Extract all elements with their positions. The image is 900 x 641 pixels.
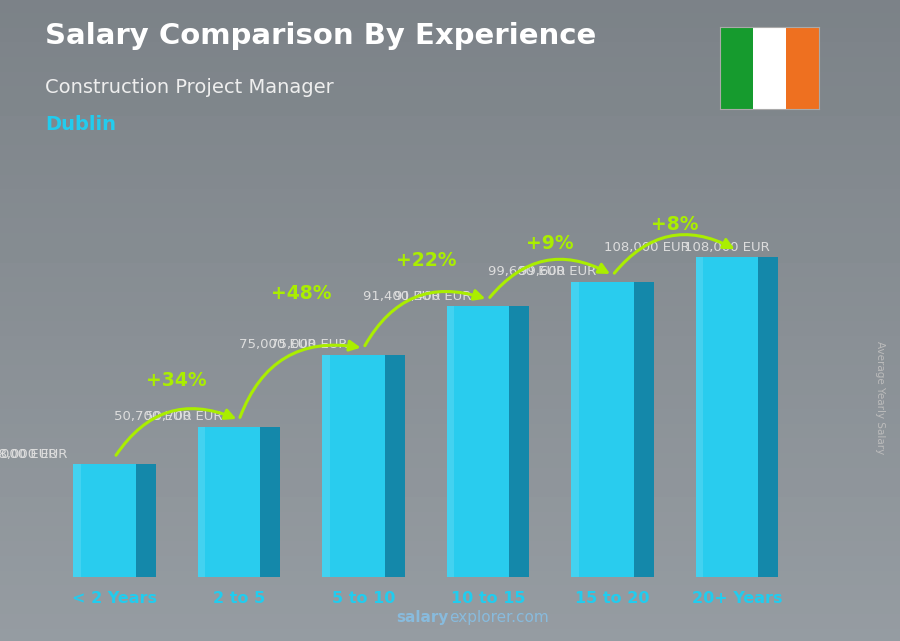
Text: 91,400 EUR: 91,400 EUR	[394, 290, 472, 303]
Text: Construction Project Manager: Construction Project Manager	[45, 78, 334, 97]
Text: Dublin: Dublin	[45, 115, 116, 135]
Text: explorer.com: explorer.com	[449, 610, 549, 625]
Polygon shape	[696, 258, 704, 577]
Polygon shape	[198, 427, 260, 577]
Polygon shape	[696, 258, 759, 577]
Bar	[753, 27, 786, 109]
Polygon shape	[198, 427, 205, 577]
Text: salary: salary	[397, 610, 449, 625]
Bar	[720, 27, 753, 109]
Polygon shape	[384, 355, 405, 577]
Polygon shape	[74, 465, 81, 577]
Text: 99,600 EUR: 99,600 EUR	[519, 265, 597, 278]
Text: +9%: +9%	[526, 235, 574, 253]
Polygon shape	[447, 306, 509, 577]
Polygon shape	[136, 465, 156, 577]
Text: +34%: +34%	[147, 371, 207, 390]
Text: 50,700 EUR: 50,700 EUR	[145, 410, 223, 423]
Polygon shape	[322, 355, 330, 577]
Polygon shape	[447, 306, 454, 577]
Polygon shape	[572, 282, 634, 577]
Polygon shape	[572, 282, 579, 577]
Bar	[786, 27, 819, 109]
Text: 108,000 EUR: 108,000 EUR	[684, 240, 770, 254]
Text: 50,700 EUR: 50,700 EUR	[114, 410, 192, 423]
Text: 38,000 EUR: 38,000 EUR	[0, 447, 68, 461]
Polygon shape	[322, 355, 384, 577]
Text: +48%: +48%	[271, 284, 331, 303]
Text: 108,000 EUR: 108,000 EUR	[604, 240, 689, 254]
Text: 91,400 EUR: 91,400 EUR	[364, 290, 441, 303]
Text: +22%: +22%	[395, 251, 456, 270]
Text: 99,600 EUR: 99,600 EUR	[488, 265, 565, 278]
Text: +8%: +8%	[651, 215, 698, 233]
Polygon shape	[260, 427, 280, 577]
Text: 38,000 EUR: 38,000 EUR	[0, 447, 58, 461]
Text: 75,000 EUR: 75,000 EUR	[270, 338, 347, 351]
Polygon shape	[759, 258, 778, 577]
Text: 75,000 EUR: 75,000 EUR	[238, 338, 316, 351]
Polygon shape	[74, 465, 136, 577]
Text: Average Yearly Salary: Average Yearly Salary	[875, 341, 886, 454]
Polygon shape	[509, 306, 529, 577]
Text: Salary Comparison By Experience: Salary Comparison By Experience	[45, 22, 596, 51]
Polygon shape	[634, 282, 653, 577]
